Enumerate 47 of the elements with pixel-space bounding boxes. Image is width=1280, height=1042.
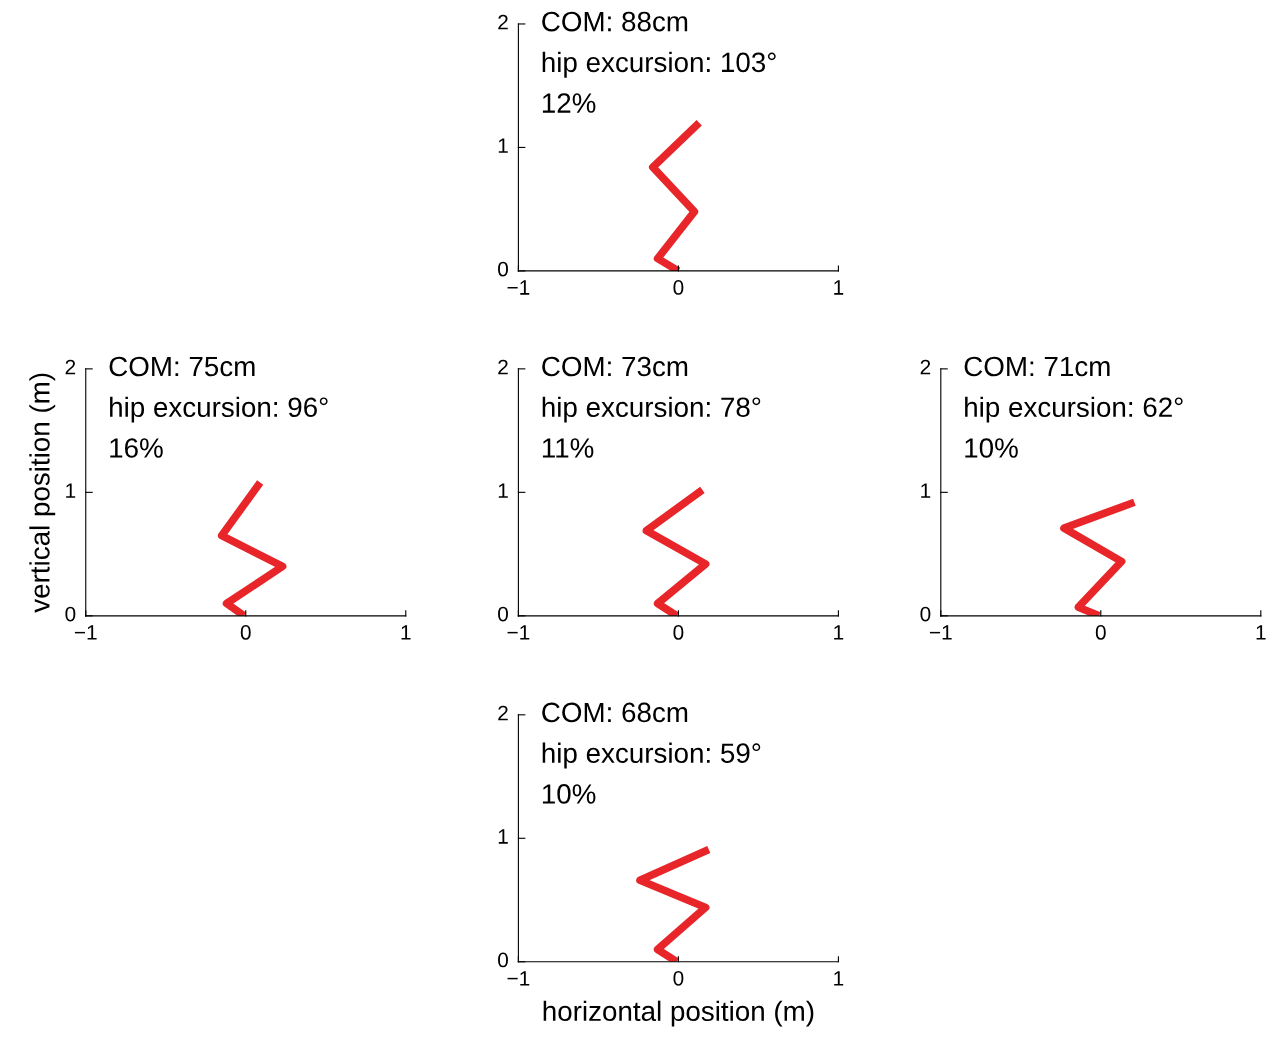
- annotation: COM: 73cm: [542, 356, 688, 377]
- x-tick-label: −1: [929, 625, 952, 640]
- y-tick-label: 0: [498, 261, 508, 277]
- x-tick-label: 0: [673, 970, 684, 986]
- y-tick-label: 1: [498, 138, 508, 153]
- x-tick-label: 0: [1095, 625, 1106, 640]
- y-tick-label: 1: [66, 483, 76, 498]
- x-tick-label: 1: [834, 280, 844, 295]
- annotation: hip excursion: 96°: [110, 396, 328, 423]
- x-tick-label: 1: [834, 971, 844, 986]
- annotation: COM: 75cm: [109, 356, 255, 377]
- annotation: 12%: [542, 93, 596, 113]
- x-tick-label: −1: [74, 625, 97, 640]
- annotation: hip excursion: 62°: [965, 396, 1183, 423]
- y-tick-label: 2: [498, 14, 508, 30]
- y-tick-label: 2: [65, 359, 76, 375]
- annotation: COM: 68cm: [542, 702, 688, 723]
- y-tick-label: 2: [498, 705, 508, 721]
- annotation: hip excursion: 59°: [542, 742, 761, 769]
- x-tick-label: 1: [1256, 625, 1266, 640]
- annotation: 10%: [965, 438, 1018, 458]
- y-tick-label: 0: [920, 606, 931, 622]
- annotation: 11%: [542, 438, 594, 458]
- x-tick-label: 0: [673, 280, 684, 295]
- y-tick-label: 2: [920, 359, 931, 375]
- y-tick-label: 1: [498, 829, 508, 844]
- x-tick-label: 0: [673, 625, 684, 640]
- x-axis-title: horizontal position (m): [543, 1000, 814, 1027]
- y-tick-label: 0: [498, 606, 508, 622]
- annotation: hip excursion: 78°: [542, 396, 761, 423]
- y-tick-label: 0: [65, 606, 76, 622]
- x-tick-label: −1: [507, 971, 530, 986]
- annotation: 10%: [542, 784, 596, 804]
- y-tick-label: 0: [498, 952, 508, 968]
- annotation: COM: 71cm: [964, 356, 1110, 377]
- x-tick-label: 0: [240, 625, 251, 640]
- annotation: COM: 88cm: [542, 11, 688, 32]
- y-axis-title: vertical position (m): [29, 373, 56, 613]
- x-tick-label: 1: [834, 625, 844, 640]
- y-tick-label: 1: [921, 483, 931, 498]
- annotation: hip excursion: 103°: [542, 51, 776, 78]
- y-tick-label: 1: [498, 483, 508, 498]
- x-tick-label: −1: [507, 625, 530, 640]
- x-tick-label: −1: [507, 280, 530, 295]
- y-tick-label: 2: [498, 359, 508, 375]
- annotation: 16%: [110, 438, 163, 458]
- x-tick-label: 1: [401, 625, 411, 640]
